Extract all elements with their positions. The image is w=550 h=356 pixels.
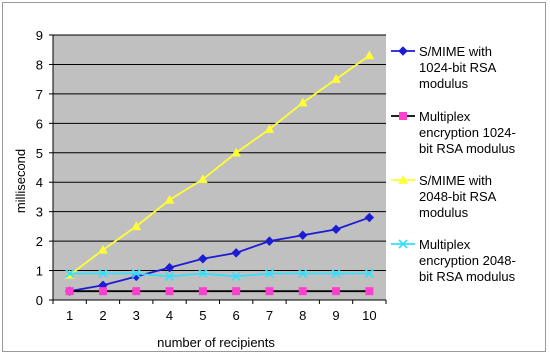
x-tick-label: 9 — [332, 308, 339, 323]
y-tick-label: 0 — [36, 293, 43, 308]
data-point — [198, 268, 208, 279]
data-point — [297, 97, 308, 107]
x-tick-label: 8 — [299, 308, 306, 323]
data-point — [365, 287, 374, 296]
legend-swatch-marker — [398, 174, 408, 184]
legend-label: Multiplex — [419, 237, 471, 252]
data-point — [231, 248, 241, 258]
y-tick-label: 3 — [36, 205, 43, 220]
line-chart: 0 1 2 3 4 5 6 7 8 9 1 2 3 4 5 6 7 8 9 10 millisecond number… — [13, 28, 516, 350]
data-point — [165, 287, 174, 296]
data-point — [265, 287, 274, 296]
legend-label: encryption 2048- — [419, 253, 516, 268]
data-point — [164, 194, 175, 204]
series-line — [69, 54, 370, 276]
y-axis-title: millisecond — [13, 149, 28, 213]
y-tick-label: 7 — [36, 87, 43, 102]
series-2 — [65, 287, 374, 296]
data-point — [364, 212, 375, 223]
y-tick-label: 2 — [36, 234, 43, 249]
legend-label: bit RSA modulus — [419, 141, 516, 156]
x-tick-label: 5 — [199, 308, 206, 323]
data-point — [198, 174, 208, 183]
data-point — [298, 268, 308, 279]
data-point — [65, 268, 75, 279]
legend-label: Multiplex — [419, 109, 471, 124]
chart-frame: 0 1 2 3 4 5 6 7 8 9 1 2 3 4 5 6 7 8 9 10 millisecond number… — [2, 2, 546, 352]
legend-swatch-marker — [398, 239, 408, 249]
legend-label: modulus — [419, 76, 469, 91]
x-axis-title: number of recipients — [157, 335, 275, 350]
data-point — [131, 268, 141, 279]
data-point — [65, 287, 74, 296]
data-point — [331, 268, 341, 279]
y-tick-label: 8 — [36, 57, 43, 72]
y-tick-label: 4 — [36, 175, 43, 190]
legend-label: 2048-bit RSA — [419, 189, 497, 204]
data-point — [164, 271, 175, 282]
x-tick-label: 6 — [233, 308, 240, 323]
data-point — [198, 287, 207, 296]
data-point — [332, 287, 341, 296]
series-line — [69, 216, 370, 293]
y-tick-label: 1 — [36, 264, 43, 279]
legend-label: 1024-bit RSA — [419, 60, 497, 75]
data-point — [232, 287, 241, 296]
x-tick-label: 3 — [133, 308, 140, 323]
data-point — [98, 268, 108, 279]
data-point — [298, 230, 308, 240]
data-point — [198, 254, 208, 264]
data-point — [98, 287, 107, 296]
legend-label: S/MIME with — [419, 173, 492, 188]
gridlines — [53, 34, 386, 272]
data-point — [231, 147, 241, 157]
data-point — [264, 268, 275, 279]
x-tick-label: 1 — [66, 308, 73, 323]
x-tick-label: 2 — [99, 308, 106, 323]
y-tick-label: 6 — [36, 116, 43, 131]
data-point — [331, 74, 341, 83]
data-point — [298, 287, 307, 296]
data-point — [164, 262, 175, 273]
series-4 — [65, 268, 374, 282]
data-point — [364, 50, 375, 60]
data-point — [231, 271, 241, 282]
data-point — [264, 236, 275, 246]
legend-swatch-marker — [399, 112, 407, 120]
x-tick-label: 4 — [166, 308, 173, 323]
y-tick-label: 5 — [36, 146, 43, 161]
y-tick-label: 9 — [36, 28, 43, 43]
data-point — [364, 268, 374, 279]
axes: 0 1 2 3 4 5 6 7 8 9 1 2 3 4 5 6 7 8 9 10 — [36, 28, 387, 323]
data-point — [331, 224, 341, 235]
legend-swatch-marker — [398, 46, 408, 56]
legend-label: encryption 1024- — [419, 125, 516, 140]
series-lines — [64, 50, 375, 296]
series-line — [69, 272, 370, 278]
legend-label: bit RSA modulus — [419, 269, 516, 284]
x-tick-label: 7 — [266, 308, 273, 323]
legend-label: S/MIME with — [419, 44, 492, 59]
data-point — [98, 244, 108, 254]
data-point — [264, 124, 275, 133]
legend-label: modulus — [419, 205, 469, 220]
data-point — [131, 221, 142, 231]
x-tick-label: 10 — [362, 308, 376, 323]
data-point — [132, 287, 141, 296]
